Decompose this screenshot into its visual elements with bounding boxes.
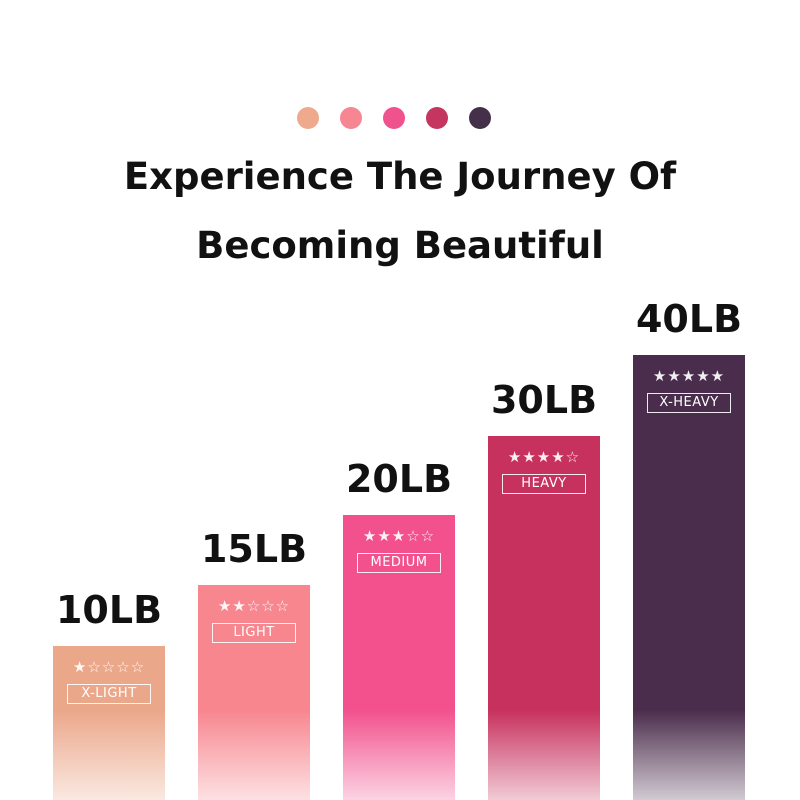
bar-15lb: ★★☆☆☆ LIGHT <box>198 585 310 800</box>
star-rating: ★★★★★ <box>652 367 726 385</box>
weight-label: 15LB <box>200 527 308 571</box>
star-rating: ★★★★☆ <box>507 448 581 466</box>
star-rating: ★★★☆☆ <box>362 527 436 545</box>
color-dot <box>340 107 362 129</box>
bar-10lb: ★☆☆☆☆ X-LIGHT <box>53 646 165 800</box>
weight-label: 30LB <box>490 378 598 422</box>
color-dots <box>297 107 491 129</box>
bar-40lb: ★★★★★ X-HEAVY <box>633 355 745 800</box>
bar-20lb: ★★★☆☆ MEDIUM <box>343 515 455 800</box>
level-tag: MEDIUM <box>357 553 441 573</box>
color-dot <box>426 107 448 129</box>
level-tag: HEAVY <box>502 474 586 494</box>
headline-line-1: Experience The Journey Of <box>123 155 677 198</box>
color-dot <box>383 107 405 129</box>
star-rating: ★☆☆☆☆ <box>72 658 146 676</box>
color-dot <box>469 107 491 129</box>
bar-30lb: ★★★★☆ HEAVY <box>488 436 600 800</box>
weight-label: 40LB <box>635 297 743 341</box>
headline-line-2: Becoming Beautiful <box>196 224 604 267</box>
weight-label: 10LB <box>55 588 163 632</box>
level-tag: LIGHT <box>212 623 296 643</box>
level-tag: X-LIGHT <box>67 684 151 704</box>
star-rating: ★★☆☆☆ <box>217 597 291 615</box>
color-dot <box>297 107 319 129</box>
weight-label: 20LB <box>345 457 453 501</box>
level-tag: X-HEAVY <box>647 393 731 413</box>
